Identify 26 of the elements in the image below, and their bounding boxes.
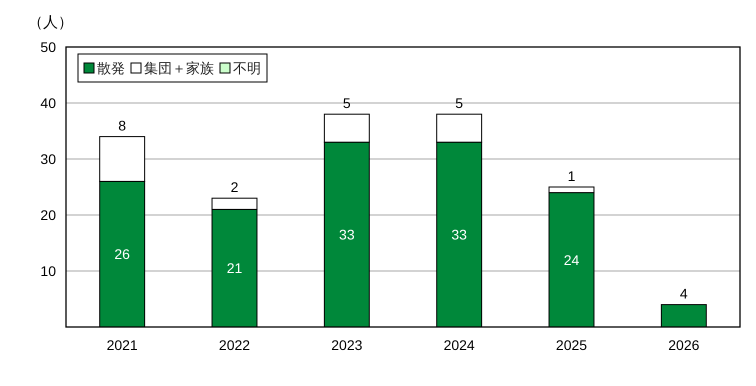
data-label: 5 [342, 95, 351, 112]
legend-label: 集団＋家族 [144, 60, 214, 76]
y-tick-label: 10 [40, 263, 56, 279]
x-tick-label: 2025 [556, 337, 588, 353]
x-tick-label: 2022 [218, 337, 250, 353]
data-label: 33 [339, 226, 355, 243]
y-tick-label: 20 [40, 207, 56, 223]
data-label: 5 [455, 95, 464, 112]
x-tick-label: 2021 [106, 337, 138, 353]
x-tick-label: 2024 [444, 337, 475, 353]
x-tick-label: 2026 [668, 337, 700, 353]
data-label: 33 [451, 226, 468, 243]
data-label: 24 [564, 252, 580, 268]
x-tick-label: 2023 [331, 337, 363, 353]
legend-label: 不明 [233, 60, 261, 76]
y-tick-label: 30 [40, 151, 56, 167]
y-tick-label: 50 [40, 39, 56, 55]
y-axis-title: （人） [28, 14, 73, 31]
data-label: 2 [230, 179, 239, 196]
data-label: 4 [680, 286, 688, 302]
legend-label: 散発 [97, 60, 125, 76]
data-label: 8 [118, 118, 126, 134]
y-tick-label: 40 [40, 95, 56, 111]
data-label: 1 [568, 168, 576, 184]
data-label: 26 [114, 246, 130, 262]
data-label: 21 [226, 260, 242, 276]
